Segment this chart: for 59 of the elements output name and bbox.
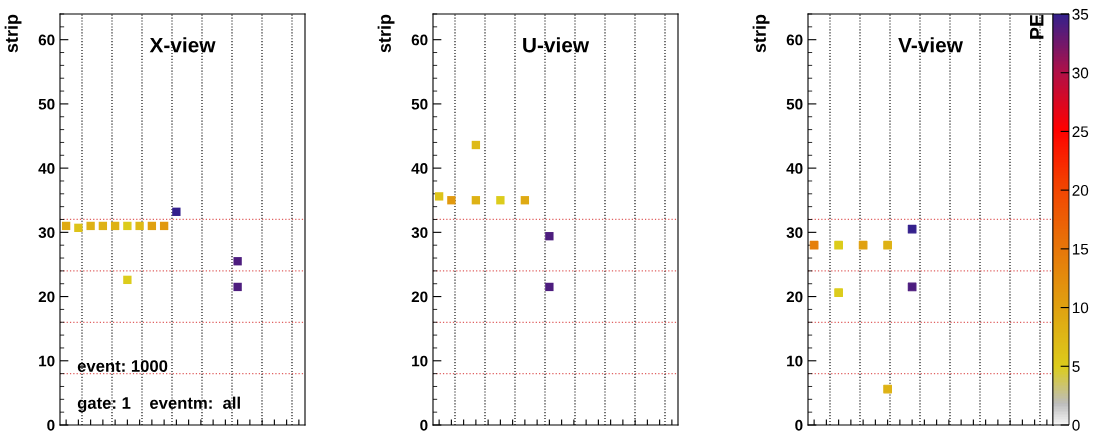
point [496, 196, 505, 205]
point [471, 196, 481, 205]
y-tick-label: 60 [38, 34, 55, 46]
y-axis-title: strip [752, 14, 770, 53]
point [98, 221, 108, 231]
point [135, 221, 144, 231]
y-tick-label: 20 [786, 291, 803, 303]
point [74, 223, 83, 233]
point [434, 192, 444, 201]
color-bar-label: 15 [1072, 243, 1089, 255]
y-axis-title: strip [377, 14, 395, 53]
y-tick-label: 20 [38, 291, 55, 303]
y-tick-label: 50 [786, 98, 803, 110]
point [233, 282, 242, 292]
point [809, 240, 819, 250]
y-tick-label: 40 [411, 162, 428, 174]
y-tick-label: 20 [411, 291, 428, 303]
text: X-view [149, 37, 216, 53]
color-bar-title: PE [1030, 14, 1044, 39]
y-tick-label: 30 [411, 227, 428, 239]
y-tick-label: 30 [38, 227, 55, 239]
y-tick-label: 40 [38, 162, 55, 174]
color-bar-label: 10 [1072, 302, 1089, 314]
y-tick-label: 60 [786, 34, 803, 46]
y-tick-label: 10 [787, 355, 803, 367]
text: V-view [898, 37, 963, 53]
y-tick-label: 40 [786, 162, 803, 174]
color-bar-label: 0 [1072, 419, 1080, 431]
color-bar-label: 30 [1072, 67, 1089, 79]
y-tick-label: 10 [412, 355, 428, 367]
text: U-view [523, 37, 590, 53]
color-bar-label: 35 [1072, 8, 1089, 20]
color-bar-label: 25 [1072, 126, 1089, 138]
y-axis-title: strip [4, 14, 22, 53]
point [172, 207, 181, 216]
point [471, 140, 481, 150]
point [86, 221, 95, 231]
y-tick-label: 50 [411, 98, 428, 110]
point [147, 221, 157, 231]
point [61, 221, 71, 231]
y-tick-label: 10 [39, 355, 55, 367]
point [110, 221, 120, 231]
color-bar-label: 20 [1072, 185, 1089, 196]
point [520, 196, 530, 205]
point [907, 224, 917, 234]
y-tick-label: 0 [420, 419, 428, 431]
annotation: event: 1000 [77, 360, 168, 372]
y-tick-label: 0 [795, 419, 803, 431]
color-bar-label: 5 [1072, 361, 1080, 372]
annotation: gate: 1 eventm: all [77, 396, 240, 413]
point [123, 275, 132, 285]
y-tick-label: 0 [47, 419, 55, 431]
point [159, 221, 169, 231]
y-tick-label: 60 [411, 34, 428, 46]
point [447, 196, 456, 205]
point [907, 282, 917, 292]
y-tick-label: 50 [38, 98, 55, 110]
y-tick-label: 30 [786, 227, 803, 239]
point [858, 240, 868, 250]
